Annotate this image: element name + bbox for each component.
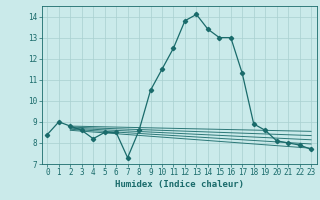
X-axis label: Humidex (Indice chaleur): Humidex (Indice chaleur): [115, 180, 244, 189]
